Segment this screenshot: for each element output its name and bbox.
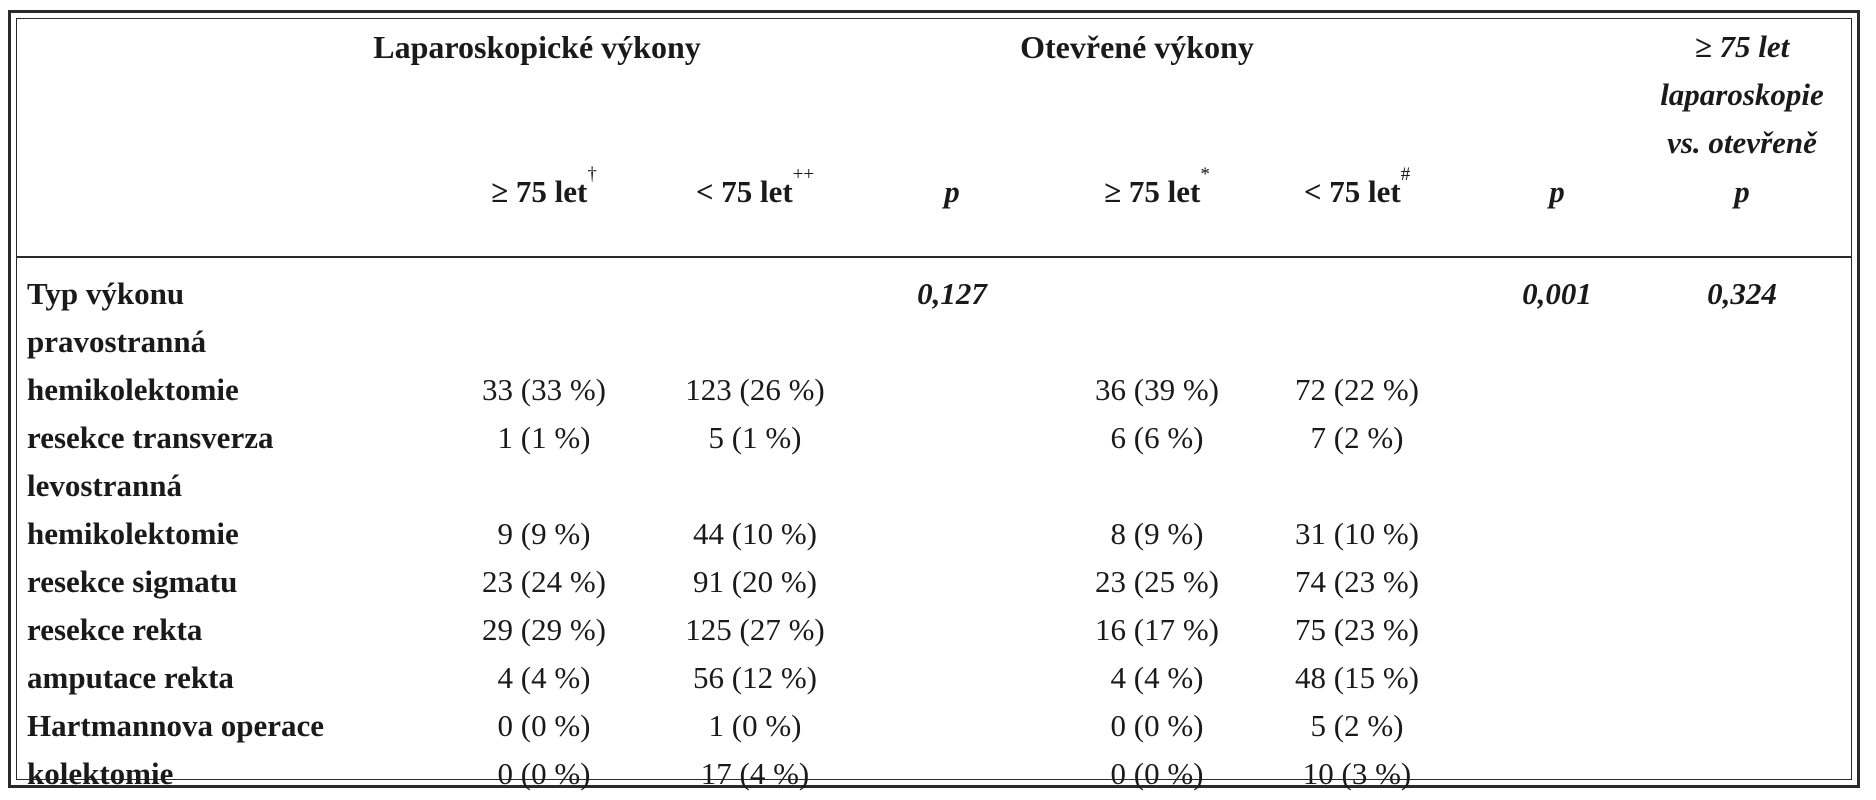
header-comparison-p: p <box>1734 174 1750 209</box>
row-label-prefix: levostranná <box>27 468 182 503</box>
table-cell: 23 (24 %) <box>482 564 606 599</box>
section-comparison-p: 0,324 <box>1707 276 1777 311</box>
table-cell: 17 (4 %) <box>700 756 810 791</box>
table-cell: 44 (10 %) <box>693 516 817 551</box>
table-cell: 9 (9 %) <box>497 516 591 551</box>
table-cell: 29 (29 %) <box>482 612 606 647</box>
table-cell: 123 (26 %) <box>685 372 825 407</box>
table-cell: 5 (2 %) <box>1310 708 1404 743</box>
header-group-laparoscopic: Laparoskopické výkony <box>373 29 701 65</box>
header-divider <box>17 256 1851 258</box>
footnote-mark-plusplus: ++ <box>792 163 815 185</box>
row-label: resekce sigmatu <box>27 564 238 599</box>
table-cell: 8 (9 %) <box>1110 516 1204 551</box>
table-cell: 0 (0 %) <box>497 756 591 791</box>
table-cell: 4 (4 %) <box>497 660 591 695</box>
table-cell: 72 (22 %) <box>1295 372 1419 407</box>
table-cell: 36 (39 %) <box>1095 372 1219 407</box>
header-comparison-line1: ≥ 75 let <box>1694 29 1790 64</box>
table-cell: 16 (17 %) <box>1095 612 1219 647</box>
table-cell: 5 (1 %) <box>708 420 802 455</box>
header-comparison-line2: laparoskopie <box>1660 77 1824 112</box>
table-cell: 0 (0 %) <box>1110 708 1204 743</box>
footnote-mark-hash: # <box>1400 163 1411 185</box>
row-label: hemikolektomie <box>27 516 239 551</box>
row-label-prefix: pravostranná <box>27 324 207 359</box>
row-label: Hartmannova operace <box>27 708 325 743</box>
row-label: resekce rekta <box>27 612 203 647</box>
section-lap-p: 0,127 <box>917 276 987 311</box>
table: Laparoskopické výkony Otevřené výkony ≥ … <box>16 18 1852 791</box>
header-lap-ge75: ≥ 75 let† <box>491 163 597 209</box>
header-open-ge75: ≥ 75 let* <box>1104 163 1210 209</box>
footnote-mark-dagger: † <box>587 163 597 185</box>
section-open-p: 0,001 <box>1522 276 1592 311</box>
table-cell: 33 (33 %) <box>482 372 606 407</box>
header-open-lt75: < 75 let# <box>1303 163 1411 209</box>
table-cell: 0 (0 %) <box>1110 756 1204 791</box>
footnote-mark-asterisk: * <box>1200 163 1210 185</box>
table-cell: 4 (4 %) <box>1110 660 1204 695</box>
table-frame: Laparoskopické výkony Otevřené výkony ≥ … <box>8 10 1860 791</box>
table-cell: 56 (12 %) <box>693 660 817 695</box>
table-cell: 0 (0 %) <box>497 708 591 743</box>
row-label: hemikolektomie <box>27 372 239 407</box>
table-cell: 23 (25 %) <box>1095 564 1219 599</box>
header-open-p: p <box>1549 174 1565 209</box>
table-cell: 91 (20 %) <box>693 564 817 599</box>
header-lap-p: p <box>944 174 960 209</box>
table-cell: 1 (0 %) <box>708 708 802 743</box>
header-group-open: Otevřené výkony <box>1020 29 1254 65</box>
table-cell: 10 (3 %) <box>1302 756 1412 791</box>
header-lap-lt75: < 75 let++ <box>695 163 815 209</box>
row-label: resekce transverza <box>27 420 274 455</box>
table-cell: 6 (6 %) <box>1110 420 1204 455</box>
section-label: Typ výkonu <box>27 276 185 311</box>
table-cell: 125 (27 %) <box>685 612 825 647</box>
table-cell: 48 (15 %) <box>1295 660 1419 695</box>
table-cell: 74 (23 %) <box>1295 564 1419 599</box>
header-comparison-line3: vs. otevřeně <box>1667 125 1817 160</box>
table-cell: 75 (23 %) <box>1295 612 1419 647</box>
table-cell: 31 (10 %) <box>1295 516 1419 551</box>
table-cell: 7 (2 %) <box>1310 420 1404 455</box>
row-label: kolektomie <box>27 756 174 791</box>
row-label: amputace rekta <box>27 660 234 695</box>
table-cell: 1 (1 %) <box>497 420 591 455</box>
